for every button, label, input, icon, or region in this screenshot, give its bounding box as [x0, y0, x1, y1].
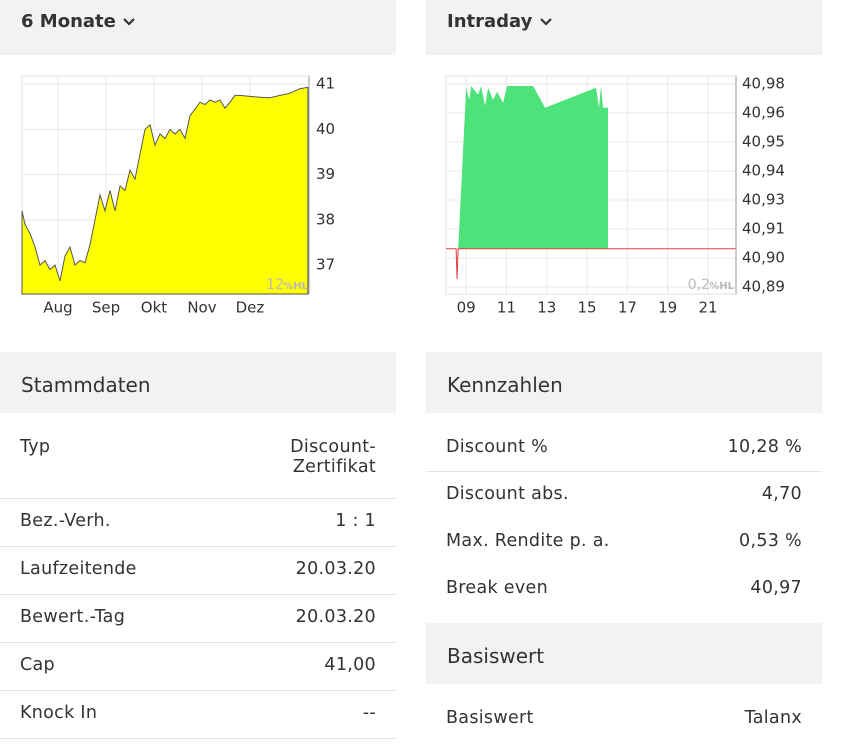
chart-header[interactable]: Intraday: [426, 0, 822, 55]
period-label[interactable]: 6 Monate: [21, 11, 116, 32]
cell-label: Bewert.-Tag: [20, 607, 126, 627]
y-tick-label: 39: [316, 165, 335, 183]
cell-label: Basiswert: [446, 708, 534, 728]
chevron[interactable]: [122, 17, 136, 27]
cell-value: 10,28 %: [727, 437, 802, 457]
x-tick-label: Dez: [236, 299, 265, 317]
table-row: Laufzeitende 20.03.20: [0, 547, 396, 595]
cell-value: 20.03.20: [295, 559, 376, 579]
area: [21, 86, 309, 295]
cell-label: Break even: [446, 578, 548, 598]
cell-label: Max. Rendite p. a.: [446, 531, 610, 551]
period-label[interactable]: Intraday: [447, 11, 533, 32]
cell-value: 20.03.20: [295, 607, 376, 627]
cell-label: Knock In: [20, 703, 98, 723]
x-tick-label: 19: [658, 299, 677, 317]
watermark-value: 12: [266, 277, 284, 293]
table-row: Discount % 10,28 %: [426, 425, 822, 472]
line: [446, 248, 736, 280]
chart-header[interactable]: 6 Monate: [0, 0, 396, 55]
watermark-unit: %HL: [283, 281, 308, 292]
x-tick-label: 11: [497, 299, 516, 317]
table-row: Typ Discount-Zertifikat: [0, 425, 396, 499]
x-tick-label: 13: [537, 299, 556, 317]
cell-label: Laufzeitende: [20, 559, 137, 579]
x-tick-label: Okt: [141, 299, 167, 317]
watermark-value: 0,2: [688, 277, 710, 293]
cell-value: Talanx: [744, 708, 802, 728]
cell-label: Discount abs.: [446, 484, 569, 504]
y-tick-label: 40,93: [742, 190, 785, 208]
section-header: Stammdaten: [0, 352, 396, 413]
x-tick-label: 15: [578, 299, 597, 317]
cell-value: 40,97: [750, 578, 802, 598]
x-tick-label: Sep: [92, 299, 120, 317]
y-tick-label: 40,91: [742, 219, 785, 237]
cell-value: Discount-Zertifikat: [290, 437, 376, 477]
y-tick-label: 40,95: [742, 132, 785, 150]
x-tick-label: 21: [698, 299, 717, 317]
y-tick-label: 40,89: [742, 278, 785, 296]
y-tick-label: 41: [316, 75, 335, 93]
x-tick-label: 09: [457, 299, 476, 317]
cell-value: 1 : 1: [335, 511, 376, 531]
y-tick-label: 37: [316, 256, 335, 274]
cell-label: Discount %: [446, 437, 549, 457]
section-header: Kennzahlen: [426, 352, 822, 413]
cell-label: Typ: [20, 437, 51, 457]
cell-value: --: [362, 703, 376, 723]
y-tick-label: 40,94: [742, 161, 785, 179]
cell-value: 41,00: [324, 655, 376, 675]
cell-label: Cap: [20, 655, 55, 675]
cell-label: Bez.-Verh.: [20, 511, 111, 531]
y-tick-label: 40,90: [742, 249, 785, 267]
table-row: Break even 40,97: [426, 566, 822, 613]
y-tick-label: 40,96: [742, 103, 785, 121]
y-tick-label: 40,98: [742, 74, 785, 92]
x-tick-label: Aug: [43, 299, 72, 317]
watermark-unit: %HL: [709, 281, 734, 292]
section-header: Basiswert: [426, 623, 822, 684]
x-tick-label: 17: [618, 299, 637, 317]
table-row: Basiswert Talanx: [426, 696, 822, 744]
table-row: Bez.-Verh. 1 : 1: [0, 499, 396, 547]
table-row: Max. Rendite p. a. 0,53 %: [426, 519, 822, 566]
cell-value: 4,70: [761, 484, 802, 504]
cell-value: 0,53 %: [739, 531, 802, 551]
table-row: Knock In --: [0, 691, 396, 739]
table-row: Discount abs. 4,70: [426, 472, 822, 519]
table-row: Cap 41,00: [0, 643, 396, 691]
area: [458, 86, 608, 249]
table-row: Bewert.-Tag 20.03.20: [0, 595, 396, 643]
y-tick-label: 40: [316, 120, 335, 138]
y-tick-label: 38: [316, 210, 335, 228]
x-tick-label: Nov: [187, 299, 216, 317]
chevron[interactable]: [539, 17, 553, 27]
